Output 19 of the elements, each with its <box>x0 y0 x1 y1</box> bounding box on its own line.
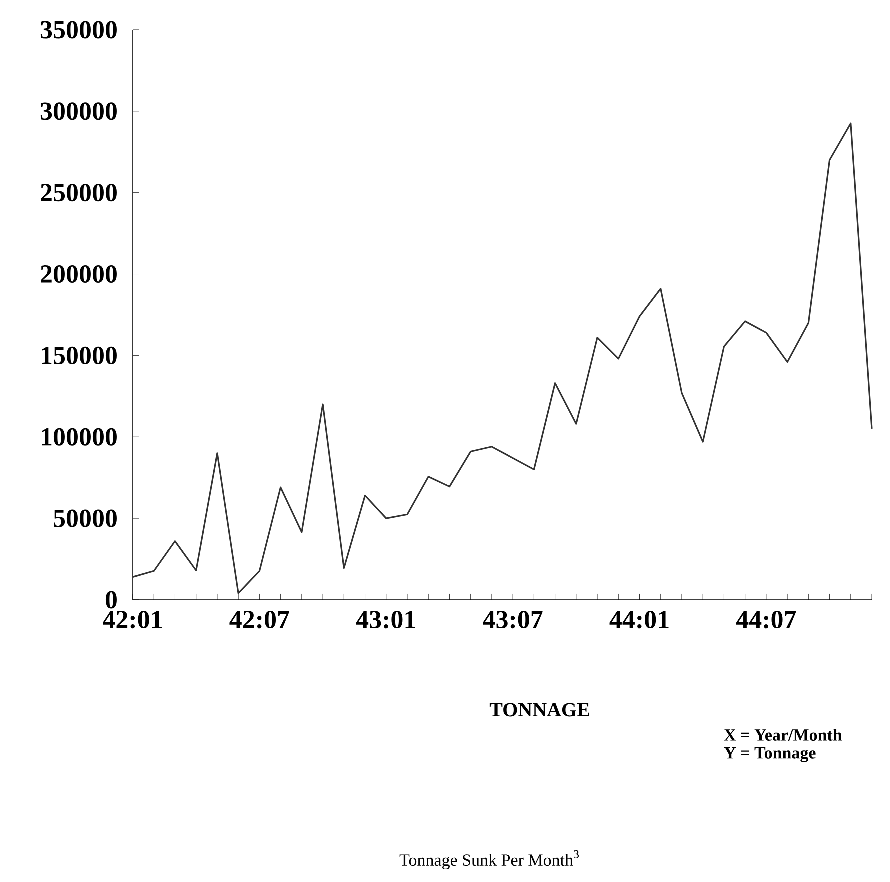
text: Tonnage Sunk Per Month$^{3}$ <box>400 850 580 870</box>
x-tick-label: 43:07 <box>483 611 543 629</box>
y-tick-label: 50000 <box>54 510 117 528</box>
text: Y = Tonnage <box>724 748 816 762</box>
y-tick-label: 250000 <box>41 184 117 202</box>
x-tick-label: 42:01 <box>103 611 162 629</box>
line-series <box>132 122 873 594</box>
y-tick-label: 0 <box>106 591 117 609</box>
x-tick-label: 44:07 <box>736 611 796 629</box>
text: X = Year/Month <box>724 729 842 741</box>
x-tick-label: 44:01 <box>610 611 669 629</box>
y-tick-label: 300000 <box>40 102 117 120</box>
text: TONNAGE <box>490 703 590 717</box>
x-tick-label: 43:01 <box>356 611 416 629</box>
y-tick-label: 350000 <box>40 21 117 39</box>
x-tick-label: 42:07 <box>230 611 290 629</box>
y-tick-label: 100000 <box>42 428 117 446</box>
y-tick-label: 200000 <box>41 266 117 284</box>
y-tick-label: 150000 <box>42 346 117 364</box>
